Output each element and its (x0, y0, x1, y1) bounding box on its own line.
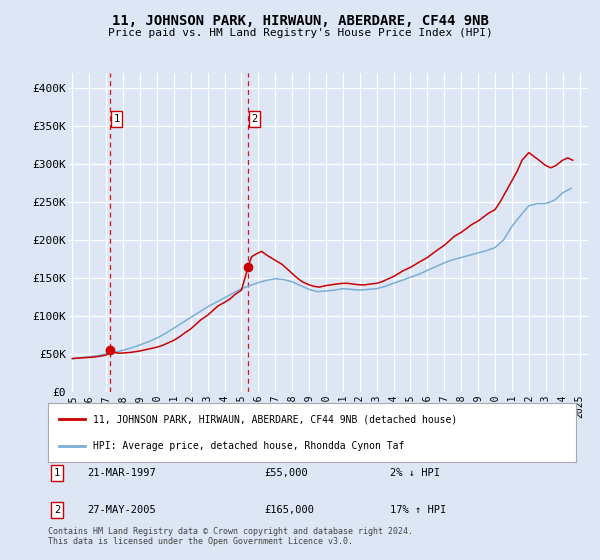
Text: Price paid vs. HM Land Registry's House Price Index (HPI): Price paid vs. HM Land Registry's House … (107, 28, 493, 38)
Text: 27-MAY-2005: 27-MAY-2005 (87, 505, 156, 515)
Text: £165,000: £165,000 (264, 505, 314, 515)
Text: 2% ↓ HPI: 2% ↓ HPI (390, 468, 440, 478)
Text: 11, JOHNSON PARK, HIRWAUN, ABERDARE, CF44 9NB (detached house): 11, JOHNSON PARK, HIRWAUN, ABERDARE, CF4… (93, 414, 457, 424)
Text: Contains HM Land Registry data © Crown copyright and database right 2024.
This d: Contains HM Land Registry data © Crown c… (48, 526, 413, 546)
Text: 1: 1 (113, 114, 119, 124)
Text: 21-MAR-1997: 21-MAR-1997 (87, 468, 156, 478)
Text: 2: 2 (54, 505, 60, 515)
Text: £55,000: £55,000 (264, 468, 308, 478)
Text: 2: 2 (251, 114, 258, 124)
Text: 1: 1 (54, 468, 60, 478)
Text: 11, JOHNSON PARK, HIRWAUN, ABERDARE, CF44 9NB: 11, JOHNSON PARK, HIRWAUN, ABERDARE, CF4… (112, 14, 488, 28)
Text: 17% ↑ HPI: 17% ↑ HPI (390, 505, 446, 515)
Text: HPI: Average price, detached house, Rhondda Cynon Taf: HPI: Average price, detached house, Rhon… (93, 441, 404, 451)
